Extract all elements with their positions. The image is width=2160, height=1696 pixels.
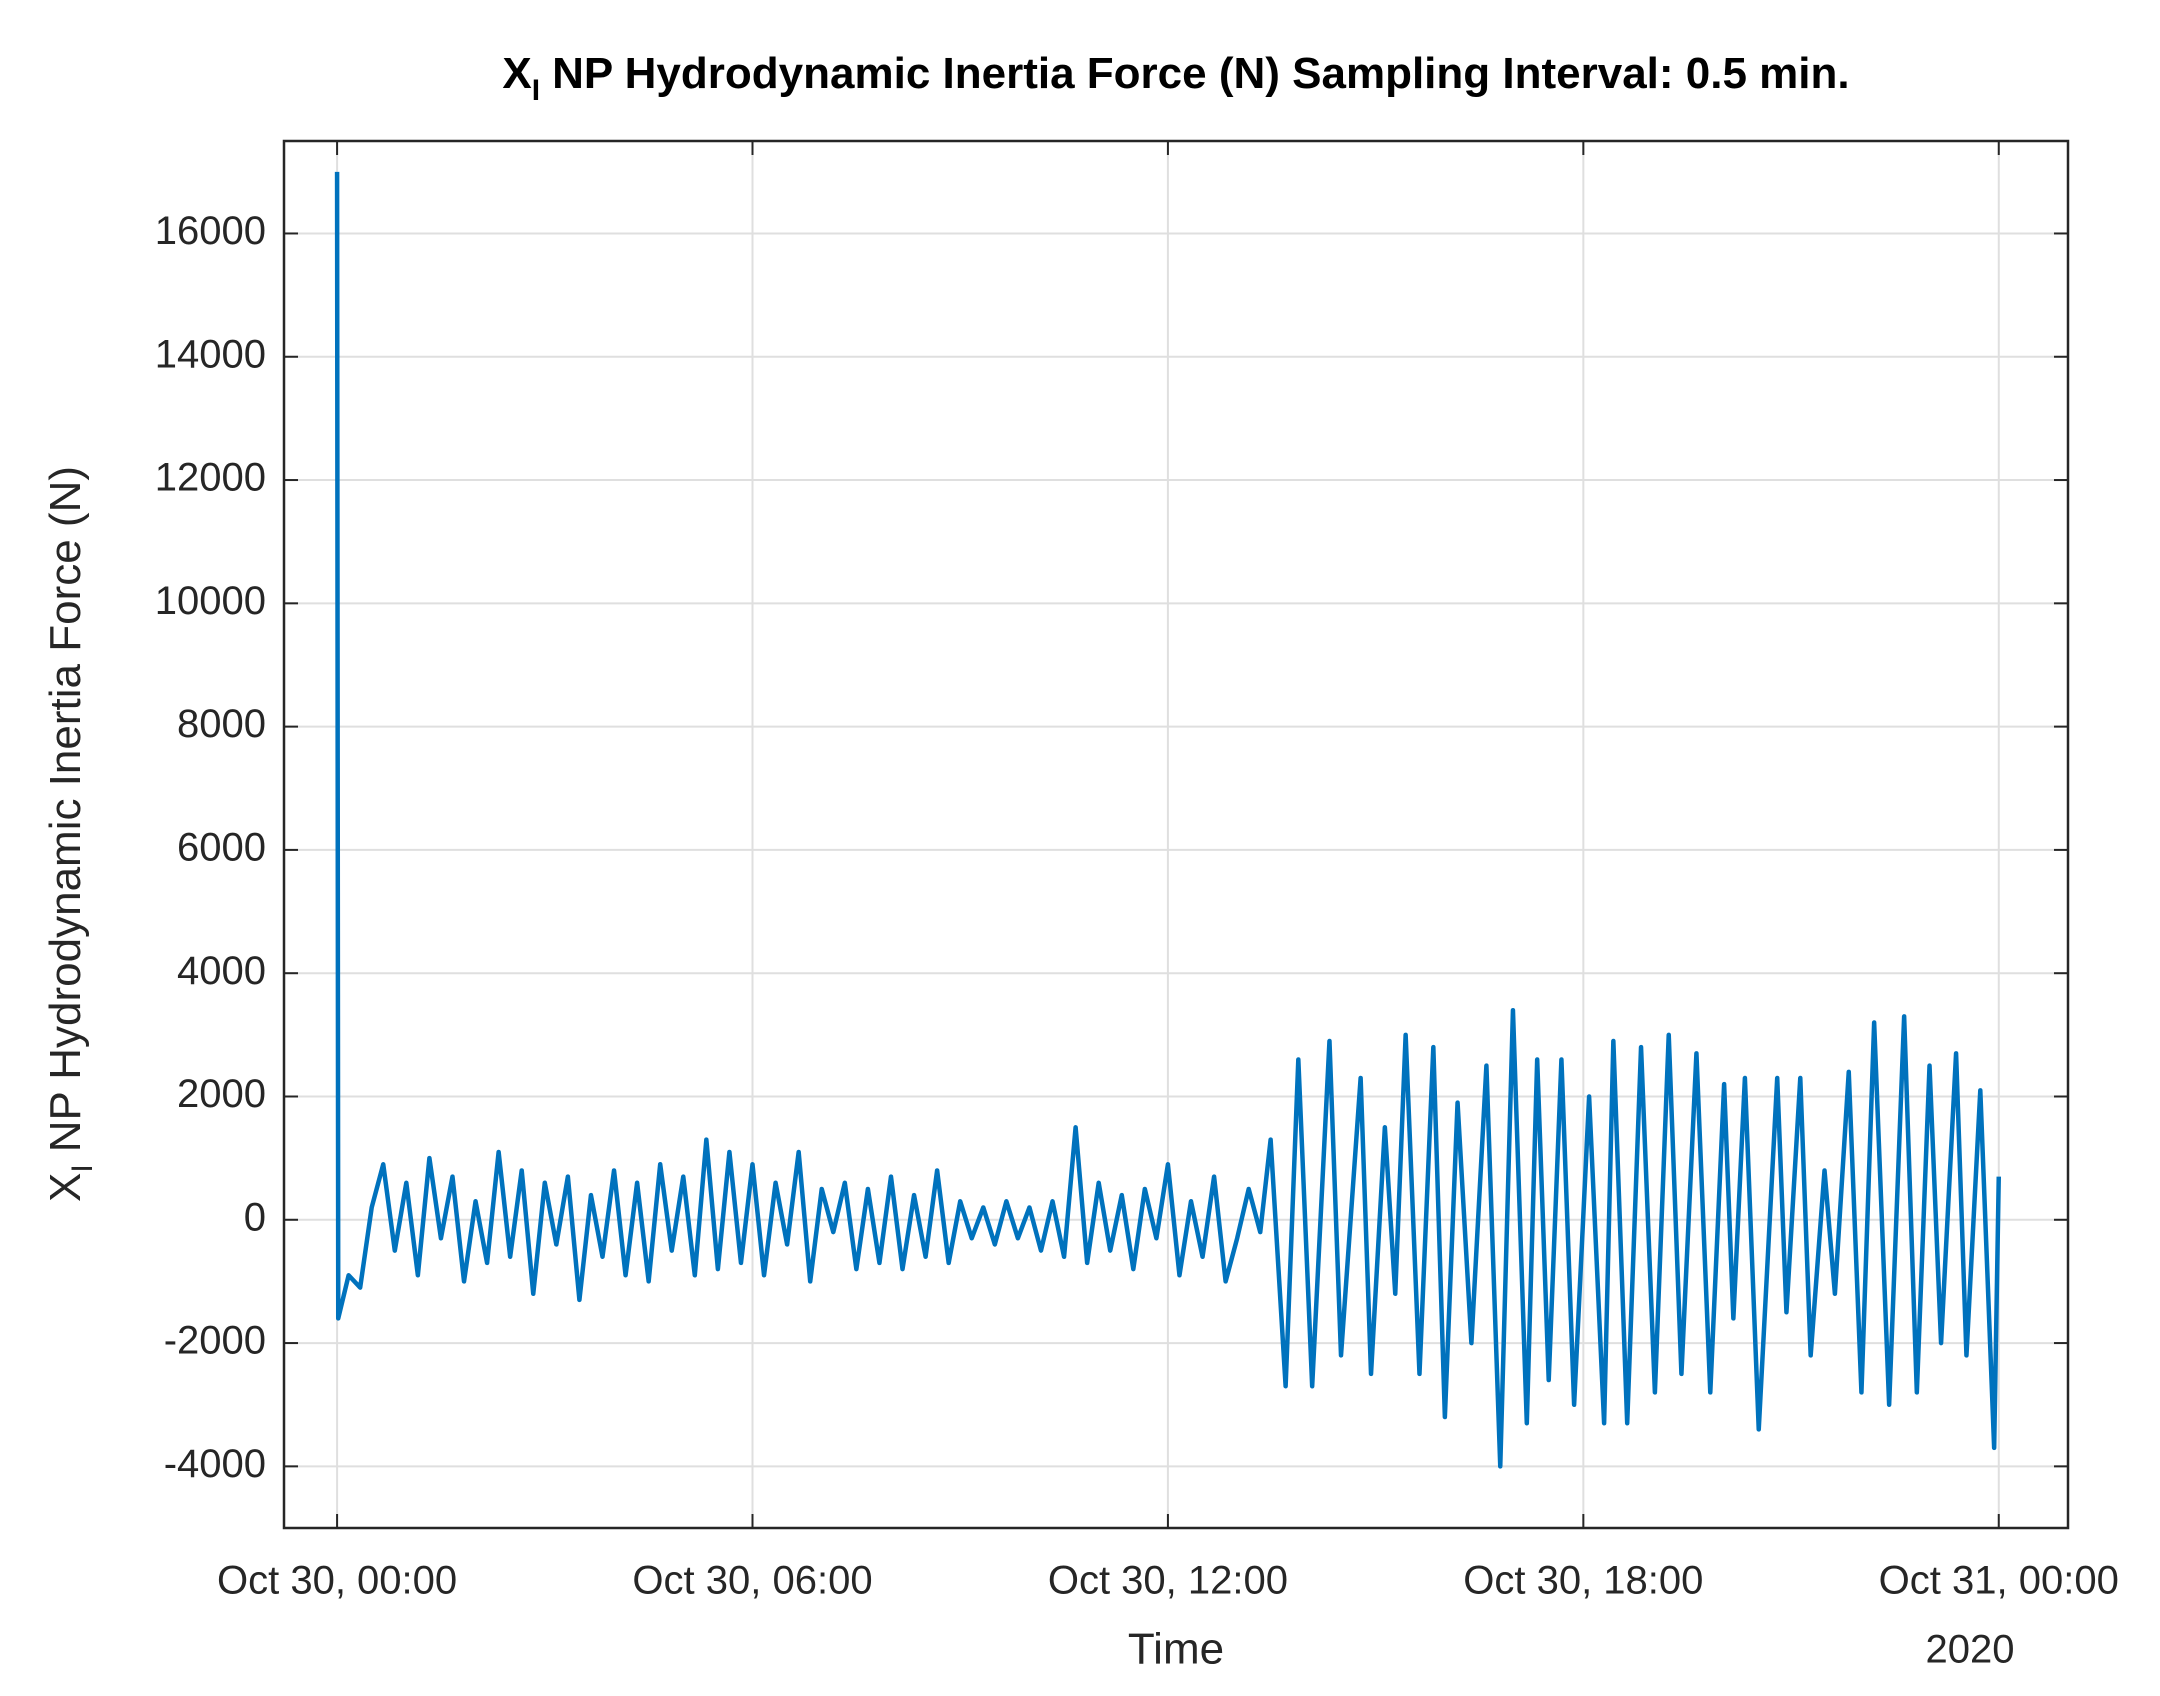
y-axis-label: XI NP Hydrodynamic Inertia Force (N) — [41, 466, 100, 1202]
x-secondary-label: 2020 — [1926, 1628, 2015, 1672]
y-tick-label: 6000 — [177, 825, 266, 869]
ylabel-symbol: X — [41, 1173, 90, 1202]
y-tick-label: 4000 — [177, 949, 266, 993]
title-text: NP Hydrodynamic Inertia Force (N) Sampli… — [552, 49, 1850, 98]
x-axis-label: Time — [1128, 1625, 1224, 1674]
y-tick-label: -2000 — [164, 1319, 266, 1363]
x-tick-label: Oct 31, 00:00 — [1879, 1559, 2119, 1603]
y-tick-label: 2000 — [177, 1072, 266, 1116]
y-tick-label: -4000 — [164, 1442, 266, 1486]
x-tick-label: Oct 30, 18:00 — [1463, 1559, 1703, 1603]
axes-box — [282, 139, 2070, 1530]
title-subscript: I — [532, 74, 540, 107]
y-tick-label: 16000 — [155, 209, 266, 253]
x-tick-label: Oct 30, 00:00 — [217, 1559, 457, 1603]
x-tick-label: Oct 30, 06:00 — [632, 1559, 872, 1603]
ylabel-subscript: I — [66, 1164, 99, 1172]
y-tick-label: 12000 — [155, 456, 266, 500]
y-tick-label: 0 — [244, 1195, 266, 1239]
chart-title: XI NP Hydrodynamic Inertia Force (N) Samp… — [502, 49, 1849, 108]
y-tick-label: 8000 — [177, 702, 266, 746]
x-tick-label: Oct 30, 12:00 — [1048, 1559, 1288, 1603]
ylabel-text: NP Hydrodynamic Inertia Force (N) — [41, 466, 90, 1152]
title-symbol: X — [502, 49, 531, 98]
y-tick-label: 10000 — [155, 579, 266, 623]
data-line — [334, 171, 2002, 1469]
y-tick-label: 14000 — [155, 332, 266, 376]
